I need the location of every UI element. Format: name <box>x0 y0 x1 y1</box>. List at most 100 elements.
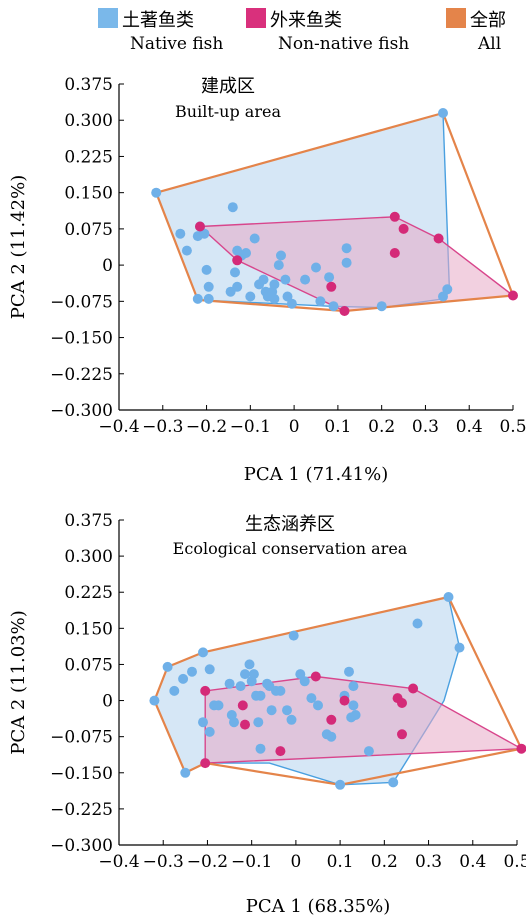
y-axis-label: PCA 2 (11.42%) <box>8 175 29 319</box>
native-point <box>240 669 250 680</box>
native-point <box>203 293 214 304</box>
nonnative-point <box>408 683 419 694</box>
native-point <box>149 695 160 706</box>
native-point <box>324 272 335 283</box>
nonnative-point <box>240 719 250 730</box>
legend-label-en: All <box>478 34 502 54</box>
native-point <box>275 685 286 696</box>
y-axis-label: PCA 2 (11.03%) <box>8 610 29 754</box>
native-point <box>204 726 215 737</box>
pca-chart-built-up: 0.375 0.300 0.225 0.150 0.075 0 −0.075 −0.150 −0… <box>8 75 526 485</box>
y-tick-label: 0.225 <box>64 147 113 167</box>
x-tick-label: 0.3 <box>415 852 442 872</box>
x-tick-label: 0.5 <box>499 417 526 437</box>
native-point <box>442 284 453 295</box>
native-point <box>299 676 310 687</box>
x-tick-label: −0.3 <box>143 852 184 872</box>
native-point <box>286 714 297 725</box>
native-point <box>286 298 297 309</box>
x-tick-label: 0.1 <box>324 417 351 437</box>
nonnative-point <box>339 695 350 706</box>
native-point <box>300 274 311 285</box>
nonnative-point <box>237 700 248 711</box>
native-point <box>454 642 465 653</box>
native-point <box>180 767 191 778</box>
native-point <box>313 700 323 711</box>
chart-title: 建成区 <box>201 76 255 97</box>
legend-swatch-native <box>98 8 118 28</box>
nonnative-point <box>200 685 211 696</box>
chart-title: 生态涵养区 <box>245 514 335 535</box>
native-point <box>335 779 346 790</box>
native-point <box>282 705 292 716</box>
native-point <box>306 693 317 704</box>
nonnative-point <box>326 281 337 292</box>
nonnative-point <box>397 698 407 708</box>
native-point <box>269 293 280 304</box>
y-tick-label: 0.075 <box>64 655 113 675</box>
y-tick-label: 0 <box>102 256 113 276</box>
native-point <box>169 685 180 696</box>
native-point <box>232 245 243 256</box>
nonnative-point <box>326 714 337 725</box>
nonnative-point <box>195 221 205 232</box>
x-tick-label: −0.2 <box>187 852 228 872</box>
native-point <box>266 705 277 716</box>
y-tick-label: 0.075 <box>64 220 113 240</box>
native-point <box>288 630 299 641</box>
y-tick-label: −0.150 <box>50 764 113 784</box>
nonnative-point <box>232 255 243 266</box>
native-point <box>276 250 286 261</box>
native-point <box>443 592 454 602</box>
native-point <box>269 279 280 290</box>
native-point <box>227 202 238 213</box>
legend-label-zh: 全部 <box>470 10 506 31</box>
x-tick-label: 0.4 <box>459 852 486 872</box>
native-point <box>295 669 306 680</box>
native-point <box>311 262 321 273</box>
native-point <box>348 700 359 711</box>
native-point <box>363 746 374 757</box>
x-tick-label: 0.2 <box>368 417 395 437</box>
native-point <box>213 700 224 711</box>
native-point <box>241 248 251 258</box>
y-tick-label: 0.300 <box>64 547 113 567</box>
native-point <box>198 717 208 728</box>
x-axis-label: PCA 1 (68.35%) <box>246 896 390 917</box>
native-point <box>162 661 173 672</box>
native-point <box>282 291 293 302</box>
native-point <box>204 664 215 675</box>
native-point <box>232 281 243 292</box>
native-point <box>201 264 212 275</box>
x-tick-label: 0 <box>290 852 301 872</box>
nonnative-point <box>275 746 286 757</box>
pca-chart-ecological: 0.375 0.300 0.225 0.150 0.075 0 −0.075 −0.150 −0… <box>8 511 526 917</box>
native-point <box>253 717 264 728</box>
native-point <box>280 274 291 285</box>
x-tick-label: 0.1 <box>327 852 354 872</box>
native-point <box>203 281 214 292</box>
native-point <box>178 673 189 684</box>
native-point <box>326 731 337 742</box>
x-tick-label: 0.5 <box>503 852 526 872</box>
legend-label-zh: 外来鱼类 <box>270 10 342 31</box>
x-tick-label: −0.4 <box>98 852 139 872</box>
native-point <box>341 243 352 254</box>
native-point <box>350 710 361 720</box>
native-point <box>245 291 256 302</box>
chart-subtitle: Built-up area <box>175 102 281 121</box>
x-tick-label: −0.4 <box>98 417 139 437</box>
native-point <box>328 301 339 312</box>
native-point <box>187 666 197 677</box>
nonnative-point <box>433 233 444 244</box>
x-tick-label: −0.2 <box>186 417 227 437</box>
native-point <box>376 301 387 312</box>
native-point <box>249 233 260 244</box>
y-tick-label: −0.300 <box>50 836 113 856</box>
native-point <box>199 228 210 239</box>
native-point <box>181 245 192 256</box>
native-point <box>273 260 284 271</box>
y-tick-label: −0.225 <box>50 365 113 385</box>
native-point <box>348 681 359 692</box>
x-tick-label: −0.1 <box>231 852 272 872</box>
